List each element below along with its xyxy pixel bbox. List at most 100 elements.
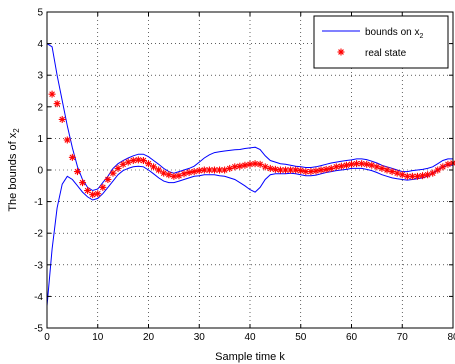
y-tick-label: -3 [34,260,43,271]
asterisk-stroke [216,167,223,173]
y-tick-label: 1 [37,134,43,145]
asterisk-stroke [353,160,360,167]
real-state-point [155,166,163,174]
asterisk-stroke [429,170,436,176]
real-state-point [419,172,427,180]
asterisk-stroke [287,167,294,173]
x-tick-label: 10 [92,332,104,343]
real-state-point [58,115,66,123]
y-tick-label: 5 [37,8,43,19]
real-state-point [165,171,173,179]
x-tick-label: 80 [447,332,455,343]
real-state-point [79,179,87,187]
real-state-point [429,169,437,177]
real-state-point [424,171,432,179]
asterisk-stroke [409,173,416,180]
real-state-point [332,163,340,171]
real-state-point [439,163,447,171]
x-tick-label: 50 [295,332,307,343]
real-state-point [119,160,127,168]
x-tick-label: 30 [194,332,206,343]
real-state-point [297,167,305,175]
asterisk-stroke [84,187,91,194]
asterisk-stroke [49,91,55,97]
real-state-point [271,165,279,173]
x-tick-label: 0 [44,332,50,343]
real-state-point [246,160,254,168]
asterisk-stroke [130,157,137,164]
y-axis-label-main: The bounds of x [7,132,19,211]
asterisk-stroke [206,167,213,173]
asterisk-stroke [191,168,198,175]
real-state-point [139,157,147,165]
asterisk-stroke [389,168,395,175]
real-state-point [413,172,421,180]
asterisk-stroke [79,179,86,186]
asterisk-stroke [74,168,81,175]
real-state-point [94,190,102,198]
asterisk-stroke [237,163,243,170]
real-state-point [63,136,71,144]
asterisk-stroke [140,157,147,164]
asterisk-stroke [338,49,344,55]
asterisk-stroke [277,167,284,173]
real-state-point [408,172,416,180]
real-state-point [205,166,213,174]
asterisk-stroke [231,164,238,170]
asterisk-stroke [338,163,345,170]
legend-bounds-label-subscript: 2 [420,33,424,40]
real-state-point [160,169,168,177]
real-state-point [124,158,132,166]
real-state-point [348,160,355,168]
asterisk-stroke [404,173,411,180]
real-state-point [241,161,249,169]
asterisk-stroke [252,160,258,167]
asterisk-stroke [155,167,162,173]
y-tick-label: 4 [37,39,43,50]
real-state-point [73,168,81,176]
real-state-point [388,168,396,176]
real-state-point [337,162,345,170]
legend-bounds-label: bounds on x2 [365,27,424,40]
real-state-point [68,153,76,161]
real-state-point [398,171,406,179]
asterisk-stroke [384,167,390,173]
real-state-point [322,165,330,173]
asterisk-stroke [150,164,157,170]
real-state-point [99,183,107,191]
asterisk-stroke [363,161,370,168]
y-tick-label: -5 [34,324,43,335]
series-real-state [48,90,455,199]
asterisk-stroke [318,167,324,173]
real-state-point [358,160,366,168]
real-state-point [266,164,274,172]
series-lower-bound-line [46,164,453,306]
y-tick-label: 0 [37,166,43,177]
real-state-point [434,166,442,174]
asterisk-stroke [297,167,304,174]
real-state-point [145,160,152,168]
y-tick-label: 2 [37,102,43,113]
asterisk-stroke [186,169,192,176]
asterisk-stroke [64,137,71,143]
asterisk-stroke [323,166,329,173]
real-state-point [231,163,239,171]
asterisk-stroke [343,162,350,169]
real-state-point [48,90,56,98]
asterisk-stroke [115,165,121,172]
real-state-point [256,160,264,168]
series-layer [46,43,455,306]
asterisk-stroke [54,100,60,107]
real-state-point [200,166,208,174]
asterisk-stroke [267,165,274,172]
y-tick-label: 3 [37,71,43,82]
real-state-point [292,166,300,174]
asterisk-stroke [368,162,375,169]
asterisk-stroke [282,167,289,173]
real-state-point [53,100,61,108]
y-axis-label-subscript: 2 [12,128,21,133]
asterisk-stroke [69,154,76,161]
asterisk-stroke [165,171,172,178]
asterisk-stroke [110,170,116,176]
real-state-point [114,164,122,172]
